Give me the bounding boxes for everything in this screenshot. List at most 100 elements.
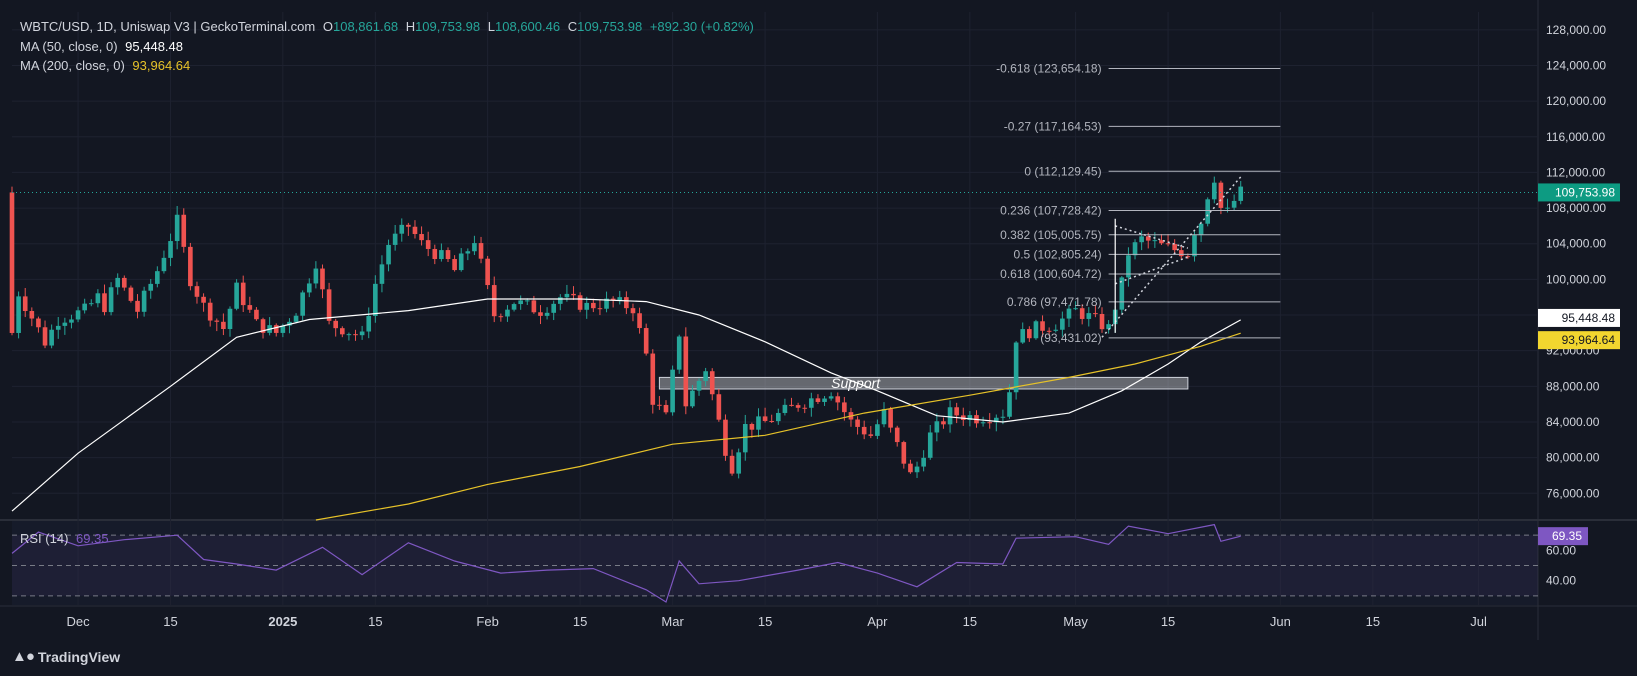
tradingview-logo[interactable]: ▲● TradingView xyxy=(12,648,120,665)
candle-up xyxy=(1198,223,1204,236)
price-tick-label: 104,000.00 xyxy=(1546,237,1606,251)
candle-up xyxy=(993,417,999,423)
candle-up xyxy=(914,466,920,473)
candle-down xyxy=(987,422,993,424)
candle-up xyxy=(736,452,741,474)
candle-up xyxy=(155,271,160,284)
candle-down xyxy=(723,419,728,456)
candle-down xyxy=(1178,250,1184,257)
candle-up xyxy=(1126,255,1131,278)
candle-up xyxy=(115,277,121,288)
price-tick-label: 84,000.00 xyxy=(1546,415,1600,429)
candle-down xyxy=(610,298,616,301)
candle-down xyxy=(650,353,656,405)
candle-down xyxy=(135,300,140,312)
candle-down xyxy=(630,308,636,314)
candle-down xyxy=(201,296,206,303)
candle-up xyxy=(1013,342,1019,393)
candle-up xyxy=(934,421,940,433)
candle-up xyxy=(775,412,781,422)
candle-up xyxy=(465,251,471,254)
candle-up xyxy=(742,423,748,453)
candle-up xyxy=(55,325,61,330)
candle-up xyxy=(703,371,708,381)
close-value: 109,753.98 xyxy=(577,19,643,34)
price-tick-label: 116,000.00 xyxy=(1546,130,1605,144)
candle-down xyxy=(709,371,715,395)
candle-up xyxy=(921,457,926,467)
candle-up xyxy=(1139,236,1144,243)
candle-down xyxy=(657,404,662,406)
candle-down xyxy=(789,404,794,406)
time-tick-label: Dec xyxy=(66,614,90,629)
ma50-line xyxy=(11,298,1241,512)
candle-down xyxy=(42,327,48,346)
candle-down xyxy=(22,296,28,312)
candle-down xyxy=(194,286,200,297)
candle-up xyxy=(313,268,319,284)
fib-level-label: 0.786 (97,471.78) xyxy=(1007,295,1102,309)
last_price-badge xyxy=(1538,183,1620,202)
ma200-label: MA (200, close, 0) xyxy=(20,58,125,73)
candle-down xyxy=(683,336,689,407)
candle-up xyxy=(604,298,609,309)
candle-up xyxy=(1086,313,1092,319)
candle-up xyxy=(696,380,702,391)
candle-down xyxy=(762,416,768,421)
rsi-value: 69.35 xyxy=(76,531,109,546)
candle-up xyxy=(1238,186,1244,201)
price-tick-label: 100,000.00 xyxy=(1546,272,1606,286)
candle-down xyxy=(908,463,913,473)
close-label: C xyxy=(567,19,578,34)
time-tick-label: Jul xyxy=(1470,614,1487,629)
candle-down xyxy=(188,246,193,287)
price-tick-label: 128,000.00 xyxy=(1546,23,1606,37)
candle-down xyxy=(954,407,959,416)
candle-down xyxy=(795,405,801,408)
candle-down xyxy=(254,309,259,320)
candle-up xyxy=(947,407,953,425)
candle-down xyxy=(207,302,213,321)
candle-down xyxy=(941,421,946,425)
candle-down xyxy=(432,248,438,260)
candle-up xyxy=(670,369,675,413)
candle-up xyxy=(1231,200,1237,208)
candle-down xyxy=(1099,313,1105,330)
candle-down xyxy=(320,268,325,290)
candle-up xyxy=(505,309,510,317)
candle-up xyxy=(1053,329,1059,331)
candle-up xyxy=(373,283,378,316)
candle-up xyxy=(828,396,834,399)
candle-down xyxy=(326,289,332,321)
candle-down xyxy=(1172,244,1177,251)
candle-down xyxy=(901,442,907,464)
candle-down xyxy=(842,402,847,413)
high-label: H xyxy=(405,19,416,34)
candle-down xyxy=(643,328,649,354)
candle-up xyxy=(524,300,530,302)
fib-level-label: -0.618 (123,654.18) xyxy=(996,62,1101,76)
symbol-label: WBTC/USD, 1D, Uniswap V3 | GeckoTerminal… xyxy=(20,19,316,34)
ma50-badge xyxy=(1538,308,1620,327)
time-tick-label: 15 xyxy=(963,614,977,629)
candle-down xyxy=(498,316,504,318)
candle-down xyxy=(339,328,345,335)
candle-up xyxy=(564,293,570,298)
candle-up xyxy=(756,416,761,430)
time-tick-label: Feb xyxy=(476,614,498,629)
candle-up xyxy=(1106,324,1111,330)
time-tick-label: 2025 xyxy=(268,614,297,629)
candle-up xyxy=(557,297,563,304)
candle-up xyxy=(88,303,94,305)
candle-down xyxy=(273,325,279,333)
candle-up xyxy=(16,296,21,333)
candle-down xyxy=(1040,321,1045,331)
candle-down xyxy=(240,282,246,306)
candle-up xyxy=(1060,318,1065,330)
candle-down xyxy=(102,293,107,313)
candle-down xyxy=(260,319,266,333)
candle-down xyxy=(452,259,457,271)
candle-down xyxy=(121,277,127,288)
candle-down xyxy=(491,285,497,317)
